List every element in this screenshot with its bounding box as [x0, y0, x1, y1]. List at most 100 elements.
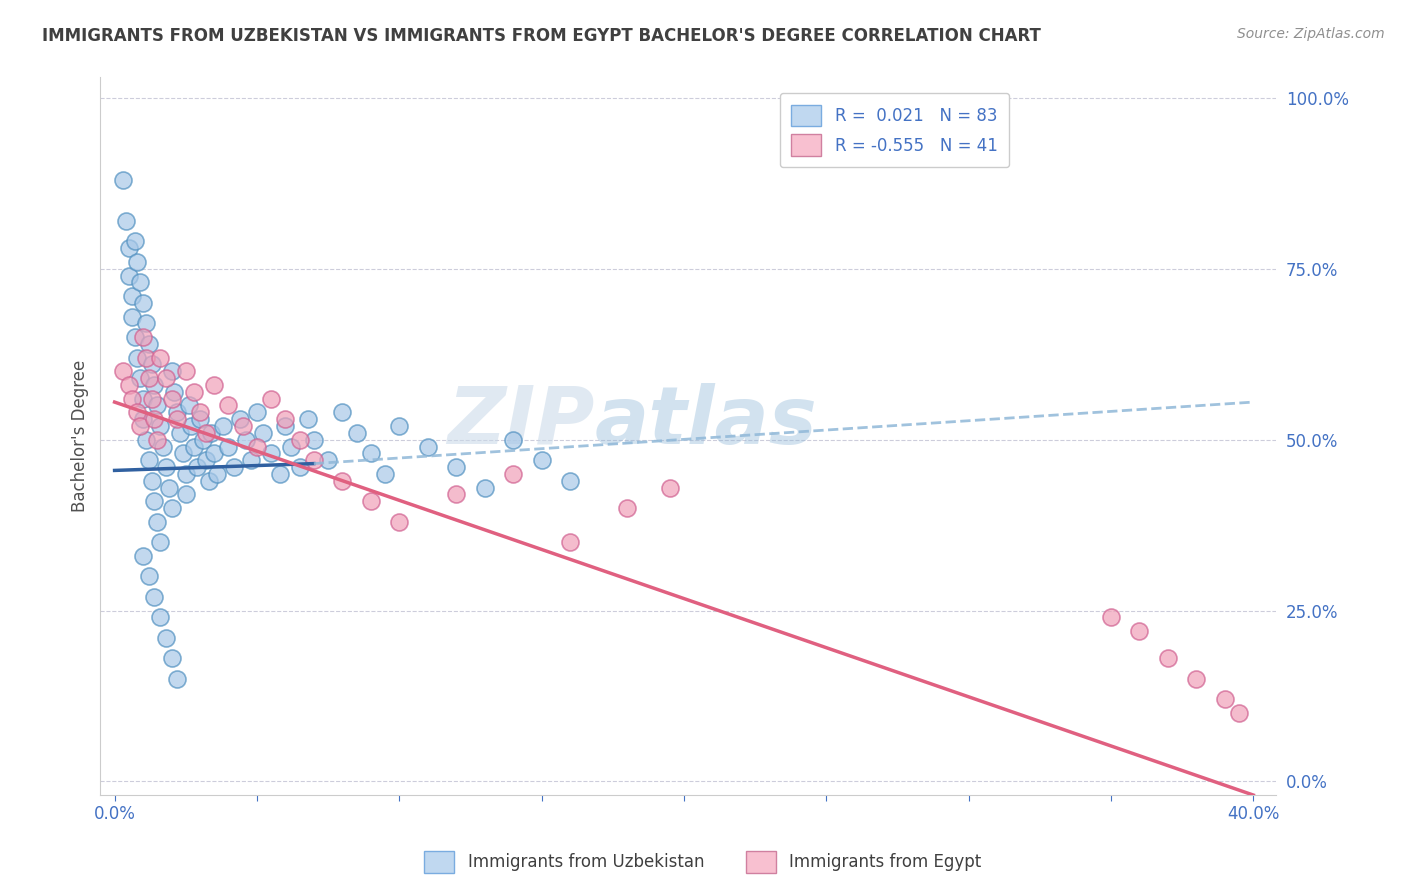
Point	[132, 330, 155, 344]
Point	[558, 535, 581, 549]
Point	[121, 289, 143, 303]
Point	[474, 481, 496, 495]
Point	[127, 351, 149, 365]
Point	[143, 412, 166, 426]
Point	[132, 392, 155, 406]
Point	[217, 399, 239, 413]
Point	[132, 549, 155, 563]
Point	[302, 433, 325, 447]
Point	[115, 214, 138, 228]
Point	[202, 446, 225, 460]
Point	[118, 268, 141, 283]
Point	[138, 569, 160, 583]
Point	[129, 276, 152, 290]
Point	[166, 672, 188, 686]
Point	[166, 412, 188, 426]
Point	[444, 460, 467, 475]
Point	[280, 440, 302, 454]
Point	[288, 433, 311, 447]
Point	[246, 440, 269, 454]
Point	[155, 371, 177, 385]
Point	[530, 453, 553, 467]
Point	[180, 419, 202, 434]
Point	[194, 453, 217, 467]
Point	[240, 453, 263, 467]
Point	[121, 310, 143, 324]
Point	[224, 460, 246, 475]
Point	[143, 494, 166, 508]
Point	[1099, 610, 1122, 624]
Point	[121, 392, 143, 406]
Point	[127, 255, 149, 269]
Point	[163, 384, 186, 399]
Point	[183, 384, 205, 399]
Point	[202, 378, 225, 392]
Point	[138, 337, 160, 351]
Point	[502, 433, 524, 447]
Point	[194, 425, 217, 440]
Point	[177, 399, 200, 413]
Point	[197, 474, 219, 488]
Point	[302, 453, 325, 467]
Point	[146, 433, 169, 447]
Point	[616, 501, 638, 516]
Point	[149, 610, 172, 624]
Point	[211, 419, 233, 434]
Point	[205, 467, 228, 481]
Point	[135, 351, 157, 365]
Point	[157, 481, 180, 495]
Point	[297, 412, 319, 426]
Text: atlas: atlas	[595, 383, 817, 461]
Point	[252, 425, 274, 440]
Point	[141, 358, 163, 372]
Point	[155, 460, 177, 475]
Point	[388, 419, 411, 434]
Point	[360, 494, 382, 508]
Point	[135, 433, 157, 447]
Point	[112, 173, 135, 187]
Point	[160, 364, 183, 378]
Point	[183, 440, 205, 454]
Point	[160, 501, 183, 516]
Point	[149, 351, 172, 365]
Point	[246, 405, 269, 419]
Text: IMMIGRANTS FROM UZBEKISTAN VS IMMIGRANTS FROM EGYPT BACHELOR'S DEGREE CORRELATIO: IMMIGRANTS FROM UZBEKISTAN VS IMMIGRANTS…	[42, 27, 1040, 45]
Point	[118, 241, 141, 255]
Point	[658, 481, 681, 495]
Point	[149, 535, 172, 549]
Y-axis label: Bachelor's Degree: Bachelor's Degree	[72, 360, 89, 512]
Point	[558, 474, 581, 488]
Point	[274, 419, 297, 434]
Point	[186, 460, 208, 475]
Point	[160, 651, 183, 665]
Point	[388, 515, 411, 529]
Point	[149, 419, 172, 434]
Point	[260, 392, 283, 406]
Point	[232, 419, 254, 434]
Point	[1227, 706, 1250, 720]
Point	[118, 378, 141, 392]
Point	[169, 425, 191, 440]
Point	[200, 425, 222, 440]
Point	[129, 419, 152, 434]
Point	[188, 412, 211, 426]
Point	[330, 405, 353, 419]
Point	[174, 364, 197, 378]
Point	[288, 460, 311, 475]
Point	[141, 474, 163, 488]
Point	[374, 467, 396, 481]
Point	[132, 296, 155, 310]
Point	[188, 405, 211, 419]
Point	[217, 440, 239, 454]
Point	[191, 433, 214, 447]
Point	[346, 425, 368, 440]
Text: Source: ZipAtlas.com: Source: ZipAtlas.com	[1237, 27, 1385, 41]
Point	[229, 412, 252, 426]
Point	[1128, 624, 1150, 638]
Point	[160, 392, 183, 406]
Point	[138, 371, 160, 385]
Point	[235, 433, 257, 447]
Point	[360, 446, 382, 460]
Point	[127, 405, 149, 419]
Text: ZIP: ZIP	[447, 383, 595, 461]
